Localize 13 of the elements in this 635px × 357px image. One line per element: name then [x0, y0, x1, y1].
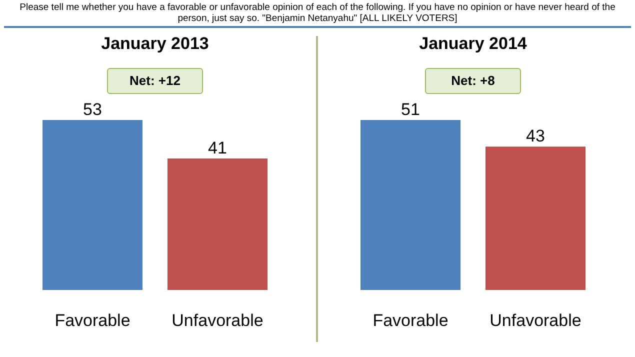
chart-title: January 2014: [418, 34, 528, 55]
data-label: 41: [208, 138, 227, 158]
text: Net: +8: [425, 68, 521, 94]
data-label: 53: [83, 100, 102, 119]
chart-title: January 2013: [100, 34, 210, 55]
x-tick-label: Favorable: [54, 311, 130, 330]
data-label: 51: [401, 100, 420, 119]
x-tick-label: Unfavorable: [172, 311, 264, 330]
text: Net: +12: [107, 68, 203, 94]
text: Please tell me whether you have a favorable or unfavorable opinion of each of the following. If you have no opinion or have never heard of the person, just say so. "Benjamin Netanyahu" [ALL LIKELY VOTERS]: [4, 2, 631, 28]
data-label: 43: [526, 126, 545, 146]
x-tick-label: Favorable: [372, 311, 448, 330]
x-tick-label: Unfavorable: [490, 311, 582, 330]
